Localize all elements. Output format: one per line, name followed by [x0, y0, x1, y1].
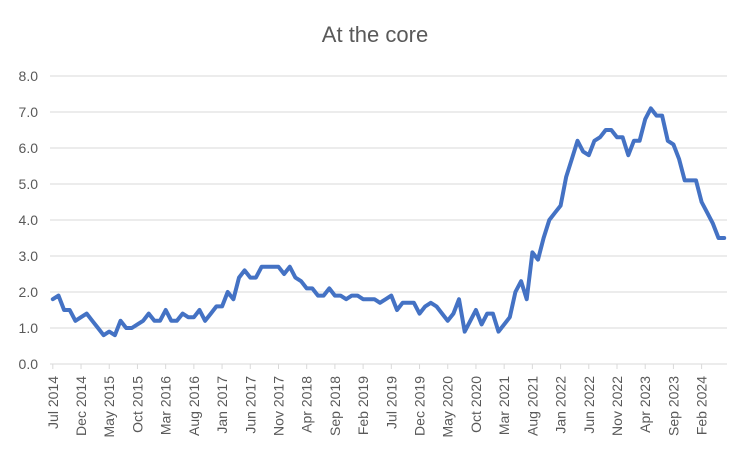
y-tick-label: 5.0	[19, 176, 39, 192]
x-tick-label: May 2015	[101, 376, 117, 438]
y-tick-label: 8.0	[19, 68, 39, 84]
x-tick-label: Jun 2017	[242, 376, 258, 434]
x-tick-label: Dec 2014	[73, 376, 89, 436]
x-tick-label: Sep 2018	[327, 376, 343, 436]
x-tick-label: Jul 2019	[383, 376, 399, 429]
x-tick-label: Nov 2017	[270, 376, 286, 436]
x-tick-label: Oct 2015	[129, 376, 145, 433]
x-tick-label: Apr 2018	[299, 376, 315, 433]
chart-title: At the core	[322, 22, 428, 47]
y-tick-label: 2.0	[19, 284, 39, 300]
y-tick-label: 7.0	[19, 104, 39, 120]
y-axis: 0.0 1.0 2.0 3.0 4.0 5.0 6.0 7.0 8.0	[19, 68, 39, 372]
x-tick-label: Apr 2023	[637, 376, 653, 433]
x-tick-label: Aug 2021	[524, 376, 540, 436]
gridlines	[50, 75, 727, 365]
x-tick-label: Mar 2016	[158, 376, 174, 435]
x-tick-label: Jun 2022	[581, 376, 597, 434]
x-tick-label: Nov 2022	[609, 376, 625, 436]
x-tick-label: Jul 2014	[45, 376, 61, 429]
series-line	[50, 106, 727, 338]
x-tick-label: Mar 2021	[496, 376, 512, 435]
y-tick-label: 3.0	[19, 248, 39, 264]
y-tick-label: 6.0	[19, 140, 39, 156]
x-tick-label: Sep 2023	[665, 376, 681, 436]
x-tick-label: Jan 2017	[214, 376, 230, 434]
x-tick-label: Feb 2024	[694, 376, 710, 435]
x-tick-label: Oct 2020	[468, 376, 484, 433]
x-tick-label: Jan 2022	[553, 376, 569, 434]
x-tick-label: Dec 2019	[412, 376, 428, 436]
x-tick-label: Feb 2019	[355, 376, 371, 435]
x-axis: Jul 2014 Dec 2014 May 2015 Oct 2015 Mar 2016…	[45, 364, 710, 437]
y-tick-label: 1.0	[19, 320, 39, 336]
x-tick-label: May 2020	[440, 376, 456, 438]
x-tick-label: Aug 2016	[186, 376, 202, 436]
y-tick-label: 0.0	[19, 356, 39, 372]
y-tick-label: 4.0	[19, 212, 39, 228]
series-layer	[50, 106, 727, 338]
